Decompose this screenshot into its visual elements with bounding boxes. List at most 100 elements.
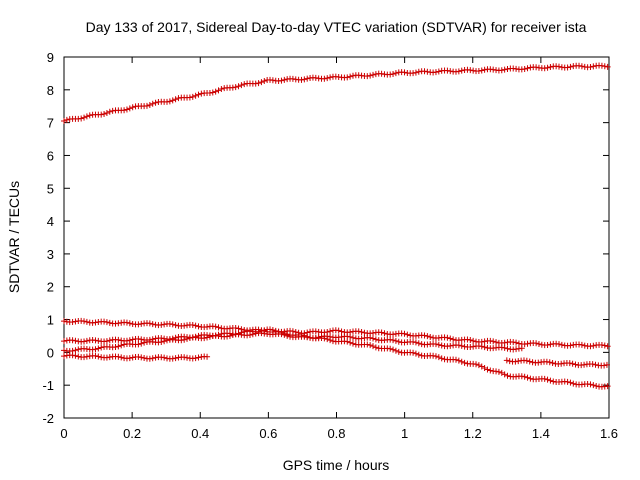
data-point [172,322,179,329]
data-point [438,355,445,362]
data-point [524,65,531,72]
data-point [467,337,474,344]
data-point [126,320,133,327]
data-point [387,71,394,78]
data-point [138,354,145,361]
data-point [501,66,508,73]
data-point [572,361,579,368]
data-point [164,337,171,344]
data-point [358,328,365,335]
data-point [338,328,345,335]
data-point [192,355,199,362]
data-point [452,356,459,363]
data-point [503,357,510,364]
data-point [315,334,322,341]
data-point [146,101,153,108]
data-point [123,319,130,326]
data-point [390,70,397,77]
data-point [435,68,442,75]
data-point [601,342,608,349]
data-point [593,383,600,390]
series-upper [61,62,611,124]
data-point [327,74,334,81]
data-point [566,360,573,367]
data-point [115,353,122,360]
data-point [590,382,597,389]
data-point [81,338,88,345]
data-point [533,340,540,347]
data-point [327,328,334,335]
data-point [143,102,150,109]
y-tick-label: 0 [47,345,54,360]
data-point [370,71,377,78]
data-point [246,332,253,339]
data-point [238,82,245,89]
data-point [410,70,417,77]
data-point [292,328,299,335]
data-point [224,333,231,340]
data-point [481,344,488,351]
data-point [487,367,494,374]
data-point [412,339,419,346]
data-point [370,329,377,336]
data-point [61,353,67,360]
x-tick-label: 1.4 [532,426,550,441]
data-point [118,342,125,349]
data-point [61,338,67,345]
data-point [172,355,179,362]
data-point [447,342,454,349]
data-point [138,340,145,347]
data-point [364,341,371,348]
data-point [478,67,485,74]
data-points [61,62,611,390]
data-point [524,340,531,347]
data-point [543,358,550,365]
y-tick-label: -1 [42,378,54,393]
data-point [229,331,236,338]
data-point [178,337,185,344]
data-point [126,105,133,112]
data-point [235,83,242,90]
data-point [249,331,256,338]
data-point [166,98,173,105]
data-point [498,67,505,74]
data-point [181,322,188,329]
data-point [435,354,442,361]
data-point [523,357,530,364]
data-point [161,338,168,345]
data-point [501,344,508,351]
data-point [304,334,311,341]
x-tick-label: 0.2 [123,426,141,441]
data-point [129,104,136,111]
data-point [92,352,99,359]
x-tick-label: 1 [401,426,408,441]
plot-frame [63,56,610,419]
data-point [378,329,385,336]
data-point [458,342,465,349]
data-point [427,334,434,341]
y-tick-label: 1 [47,313,54,328]
data-point [135,341,142,348]
data-point [526,358,533,365]
data-point [63,116,70,123]
data-point [432,353,439,360]
data-point [603,361,610,368]
data-point [312,334,319,341]
data-point [301,76,308,83]
data-point [604,343,611,350]
data-point [415,340,422,347]
data-point [447,68,454,75]
data-point [455,68,462,75]
data-point [401,69,408,76]
data-point [75,353,82,360]
data-point [83,113,90,120]
x-axis-label: GPS time / hours [283,457,390,473]
data-point [241,81,248,88]
data-point [75,346,82,353]
data-point [281,331,288,338]
data-point [324,333,331,340]
data-point [138,320,145,327]
x-tick-label: 0 [60,426,67,441]
data-point [215,324,222,331]
data-point [115,320,122,327]
